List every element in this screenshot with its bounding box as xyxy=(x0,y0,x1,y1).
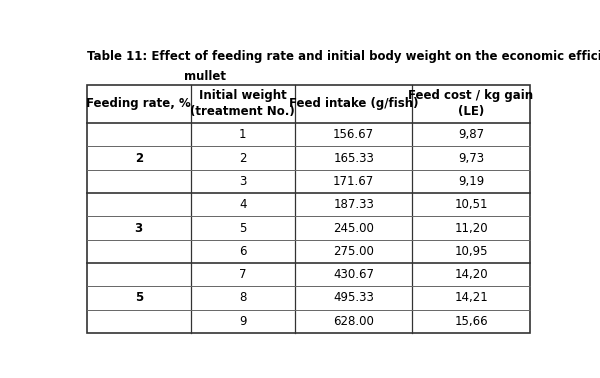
Text: Initial weight
(treatment No.): Initial weight (treatment No.) xyxy=(190,89,295,118)
Text: 187.33: 187.33 xyxy=(333,198,374,211)
Text: 11,20: 11,20 xyxy=(454,222,488,234)
Text: 275.00: 275.00 xyxy=(333,245,374,258)
Text: 9: 9 xyxy=(239,315,247,328)
Text: Table 11: Effect of feeding rate and initial body weight on the economic efficie: Table 11: Effect of feeding rate and ini… xyxy=(86,50,600,63)
Text: 1: 1 xyxy=(239,128,247,141)
Text: 9,19: 9,19 xyxy=(458,175,484,188)
Text: 14,21: 14,21 xyxy=(454,291,488,304)
Text: 628.00: 628.00 xyxy=(333,315,374,328)
Text: 10,95: 10,95 xyxy=(454,245,488,258)
Text: 165.33: 165.33 xyxy=(333,152,374,164)
Text: 6: 6 xyxy=(239,245,247,258)
Bar xyxy=(86,85,530,333)
Text: 3: 3 xyxy=(134,222,143,234)
Text: Feed intake (g/fish): Feed intake (g/fish) xyxy=(289,98,418,110)
Text: 495.33: 495.33 xyxy=(333,291,374,304)
Text: 8: 8 xyxy=(239,291,247,304)
Text: 9,73: 9,73 xyxy=(458,152,484,164)
Text: Feed cost / kg gain
(LE): Feed cost / kg gain (LE) xyxy=(409,89,533,118)
Text: 2: 2 xyxy=(239,152,247,164)
Text: 430.67: 430.67 xyxy=(333,268,374,281)
Text: 14,20: 14,20 xyxy=(454,268,488,281)
Text: 5: 5 xyxy=(134,291,143,304)
Text: 245.00: 245.00 xyxy=(333,222,374,234)
Text: 156.67: 156.67 xyxy=(333,128,374,141)
Text: 7: 7 xyxy=(239,268,247,281)
Text: 10,51: 10,51 xyxy=(454,198,488,211)
Text: 2: 2 xyxy=(134,152,143,164)
Text: Feeding rate, %: Feeding rate, % xyxy=(86,98,191,110)
Text: mullet: mullet xyxy=(184,70,226,83)
Text: 4: 4 xyxy=(239,198,247,211)
Text: 5: 5 xyxy=(239,222,247,234)
Text: 3: 3 xyxy=(239,175,247,188)
Text: 171.67: 171.67 xyxy=(333,175,374,188)
Text: 9,87: 9,87 xyxy=(458,128,484,141)
Text: 15,66: 15,66 xyxy=(454,315,488,328)
